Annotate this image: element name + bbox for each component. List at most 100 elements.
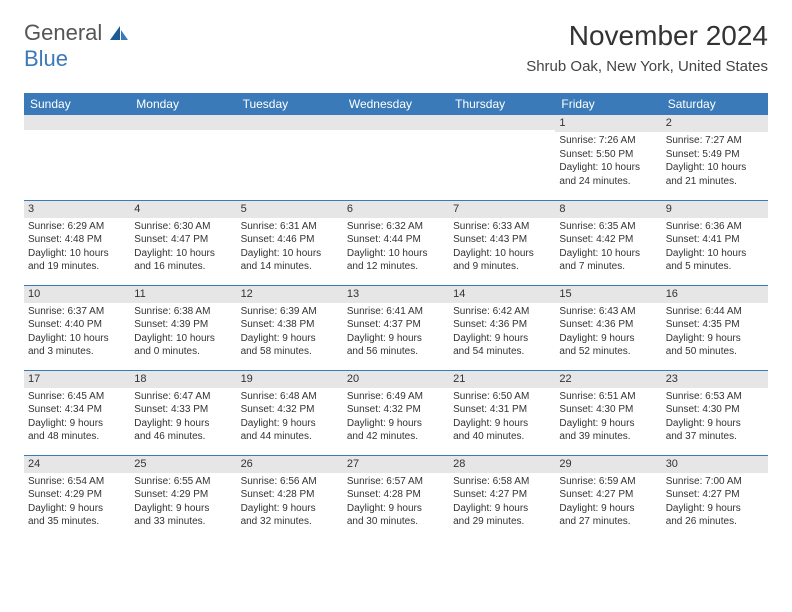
day-data: Sunrise: 6:38 AMSunset: 4:39 PMDaylight:… xyxy=(130,303,236,361)
sunset-text: Sunset: 4:32 PM xyxy=(347,403,445,417)
sunset-text: Sunset: 4:29 PM xyxy=(28,488,126,502)
calendar-cell: 7Sunrise: 6:33 AMSunset: 4:43 PMDaylight… xyxy=(449,200,555,285)
day-number: 29 xyxy=(555,456,661,473)
sunrise-text: Sunrise: 6:29 AM xyxy=(28,220,126,234)
day-number: 20 xyxy=(343,371,449,388)
day-number: 3 xyxy=(24,201,130,218)
day-number: 7 xyxy=(449,201,555,218)
sunset-text: Sunset: 5:49 PM xyxy=(666,148,764,162)
daylight-text: Daylight: 9 hours xyxy=(347,332,445,346)
calendar-table: SundayMondayTuesdayWednesdayThursdayFrid… xyxy=(24,93,768,540)
day-number xyxy=(130,115,236,130)
daylight-text: Daylight: 9 hours xyxy=(453,332,551,346)
day-data: Sunrise: 6:30 AMSunset: 4:47 PMDaylight:… xyxy=(130,218,236,276)
daylight-text: and 21 minutes. xyxy=(666,175,764,189)
calendar-cell: 22Sunrise: 6:51 AMSunset: 4:30 PMDayligh… xyxy=(555,370,661,455)
daylight-text: and 58 minutes. xyxy=(241,345,339,359)
day-number: 13 xyxy=(343,286,449,303)
sunrise-text: Sunrise: 6:57 AM xyxy=(347,475,445,489)
daylight-text: and 54 minutes. xyxy=(453,345,551,359)
calendar-week: 1Sunrise: 7:26 AMSunset: 5:50 PMDaylight… xyxy=(24,115,768,200)
day-data: Sunrise: 7:26 AMSunset: 5:50 PMDaylight:… xyxy=(555,132,661,190)
daylight-text: and 24 minutes. xyxy=(559,175,657,189)
calendar-cell xyxy=(237,115,343,200)
day-number: 8 xyxy=(555,201,661,218)
daylight-text: and 33 minutes. xyxy=(134,515,232,529)
day-number: 6 xyxy=(343,201,449,218)
day-number xyxy=(24,115,130,130)
sunrise-text: Sunrise: 6:50 AM xyxy=(453,390,551,404)
sunrise-text: Sunrise: 6:41 AM xyxy=(347,305,445,319)
day-number: 18 xyxy=(130,371,236,388)
day-number: 24 xyxy=(24,456,130,473)
sunset-text: Sunset: 4:37 PM xyxy=(347,318,445,332)
day-number: 27 xyxy=(343,456,449,473)
day-number: 14 xyxy=(449,286,555,303)
calendar-body: 1Sunrise: 7:26 AMSunset: 5:50 PMDaylight… xyxy=(24,115,768,540)
sunrise-text: Sunrise: 7:00 AM xyxy=(666,475,764,489)
calendar-cell: 17Sunrise: 6:45 AMSunset: 4:34 PMDayligh… xyxy=(24,370,130,455)
sunset-text: Sunset: 4:31 PM xyxy=(453,403,551,417)
sunset-text: Sunset: 5:50 PM xyxy=(559,148,657,162)
day-number: 1 xyxy=(555,115,661,132)
day-data: Sunrise: 6:49 AMSunset: 4:32 PMDaylight:… xyxy=(343,388,449,446)
sunset-text: Sunset: 4:34 PM xyxy=(28,403,126,417)
calendar-cell: 1Sunrise: 7:26 AMSunset: 5:50 PMDaylight… xyxy=(555,115,661,200)
day-data: Sunrise: 6:57 AMSunset: 4:28 PMDaylight:… xyxy=(343,473,449,531)
daylight-text: Daylight: 9 hours xyxy=(347,417,445,431)
day-number: 10 xyxy=(24,286,130,303)
daylight-text: and 35 minutes. xyxy=(28,515,126,529)
daylight-text: Daylight: 9 hours xyxy=(559,332,657,346)
daylight-text: Daylight: 10 hours xyxy=(28,247,126,261)
sunset-text: Sunset: 4:30 PM xyxy=(666,403,764,417)
sunset-text: Sunset: 4:41 PM xyxy=(666,233,764,247)
day-data: Sunrise: 6:47 AMSunset: 4:33 PMDaylight:… xyxy=(130,388,236,446)
daylight-text: Daylight: 9 hours xyxy=(453,417,551,431)
calendar-cell: 11Sunrise: 6:38 AMSunset: 4:39 PMDayligh… xyxy=(130,285,236,370)
calendar-cell: 2Sunrise: 7:27 AMSunset: 5:49 PMDaylight… xyxy=(662,115,768,200)
logo-general: General xyxy=(24,20,102,45)
calendar-cell: 25Sunrise: 6:55 AMSunset: 4:29 PMDayligh… xyxy=(130,455,236,540)
daylight-text: and 52 minutes. xyxy=(559,345,657,359)
day-number: 22 xyxy=(555,371,661,388)
day-header: Saturday xyxy=(662,93,768,115)
calendar-cell xyxy=(24,115,130,200)
day-number: 17 xyxy=(24,371,130,388)
day-number: 16 xyxy=(662,286,768,303)
daylight-text: Daylight: 9 hours xyxy=(347,502,445,516)
day-data: Sunrise: 6:51 AMSunset: 4:30 PMDaylight:… xyxy=(555,388,661,446)
calendar-cell: 18Sunrise: 6:47 AMSunset: 4:33 PMDayligh… xyxy=(130,370,236,455)
sunset-text: Sunset: 4:36 PM xyxy=(559,318,657,332)
day-data: Sunrise: 6:32 AMSunset: 4:44 PMDaylight:… xyxy=(343,218,449,276)
calendar-cell: 27Sunrise: 6:57 AMSunset: 4:28 PMDayligh… xyxy=(343,455,449,540)
daylight-text: Daylight: 10 hours xyxy=(666,247,764,261)
day-data: Sunrise: 6:56 AMSunset: 4:28 PMDaylight:… xyxy=(237,473,343,531)
sunrise-text: Sunrise: 6:45 AM xyxy=(28,390,126,404)
calendar-cell: 12Sunrise: 6:39 AMSunset: 4:38 PMDayligh… xyxy=(237,285,343,370)
sunset-text: Sunset: 4:28 PM xyxy=(241,488,339,502)
day-number xyxy=(449,115,555,130)
sunset-text: Sunset: 4:27 PM xyxy=(666,488,764,502)
calendar-cell: 19Sunrise: 6:48 AMSunset: 4:32 PMDayligh… xyxy=(237,370,343,455)
sunset-text: Sunset: 4:27 PM xyxy=(559,488,657,502)
daylight-text: Daylight: 9 hours xyxy=(134,502,232,516)
daylight-text: Daylight: 10 hours xyxy=(666,161,764,175)
daylight-text: and 19 minutes. xyxy=(28,260,126,274)
daylight-text: Daylight: 10 hours xyxy=(241,247,339,261)
sunset-text: Sunset: 4:46 PM xyxy=(241,233,339,247)
daylight-text: Daylight: 9 hours xyxy=(241,332,339,346)
day-number: 12 xyxy=(237,286,343,303)
daylight-text: and 44 minutes. xyxy=(241,430,339,444)
daylight-text: Daylight: 10 hours xyxy=(28,332,126,346)
calendar-cell: 13 Sunrise: 6:41 AMSunset: 4:37 PMDayligh… xyxy=(343,285,449,370)
day-header: Friday xyxy=(555,93,661,115)
day-data: Sunrise: 6:31 AMSunset: 4:46 PMDaylight:… xyxy=(237,218,343,276)
calendar-cell: 15Sunrise: 6:43 AMSunset: 4:36 PMDayligh… xyxy=(555,285,661,370)
sunrise-text: Sunrise: 6:51 AM xyxy=(559,390,657,404)
sunset-text: Sunset: 4:38 PM xyxy=(241,318,339,332)
daylight-text: Daylight: 10 hours xyxy=(134,332,232,346)
sunrise-text: Sunrise: 6:59 AM xyxy=(559,475,657,489)
day-number: 11 xyxy=(130,286,236,303)
day-data: Sunrise: 6:58 AMSunset: 4:27 PMDaylight:… xyxy=(449,473,555,531)
sunset-text: Sunset: 4:36 PM xyxy=(453,318,551,332)
